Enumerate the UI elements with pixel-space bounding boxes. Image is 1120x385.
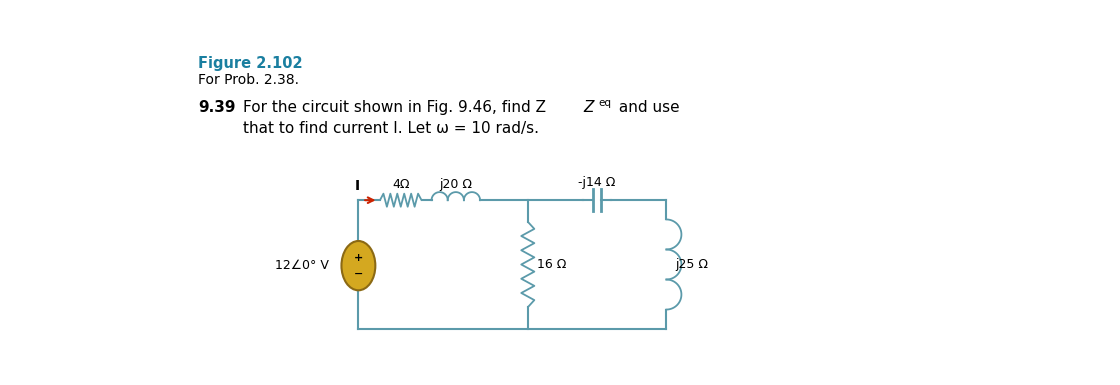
Text: For the circuit shown in Fig. 9.46, find Z: For the circuit shown in Fig. 9.46, find…	[243, 100, 545, 115]
Text: 16 Ω: 16 Ω	[536, 258, 567, 271]
Text: Z: Z	[584, 100, 594, 115]
Text: For Prob. 2.38.: For Prob. 2.38.	[198, 73, 299, 87]
Text: 12∠0° V: 12∠0° V	[276, 259, 329, 272]
Text: 9.39: 9.39	[198, 100, 235, 115]
Text: eq: eq	[598, 98, 612, 108]
Text: 4Ω: 4Ω	[392, 178, 410, 191]
Text: +: +	[354, 253, 363, 263]
Ellipse shape	[342, 241, 375, 290]
Text: −: −	[354, 269, 363, 279]
Text: -j14 Ω: -j14 Ω	[578, 176, 616, 189]
Text: I: I	[355, 179, 361, 192]
Text: Figure 2.102: Figure 2.102	[198, 56, 302, 71]
Text: j20 Ω: j20 Ω	[439, 178, 473, 191]
Text: and use: and use	[614, 100, 680, 115]
Text: that to find current I. Let ω = 10 rad/s.: that to find current I. Let ω = 10 rad/s…	[243, 121, 539, 136]
Text: j25 Ω: j25 Ω	[675, 258, 709, 271]
